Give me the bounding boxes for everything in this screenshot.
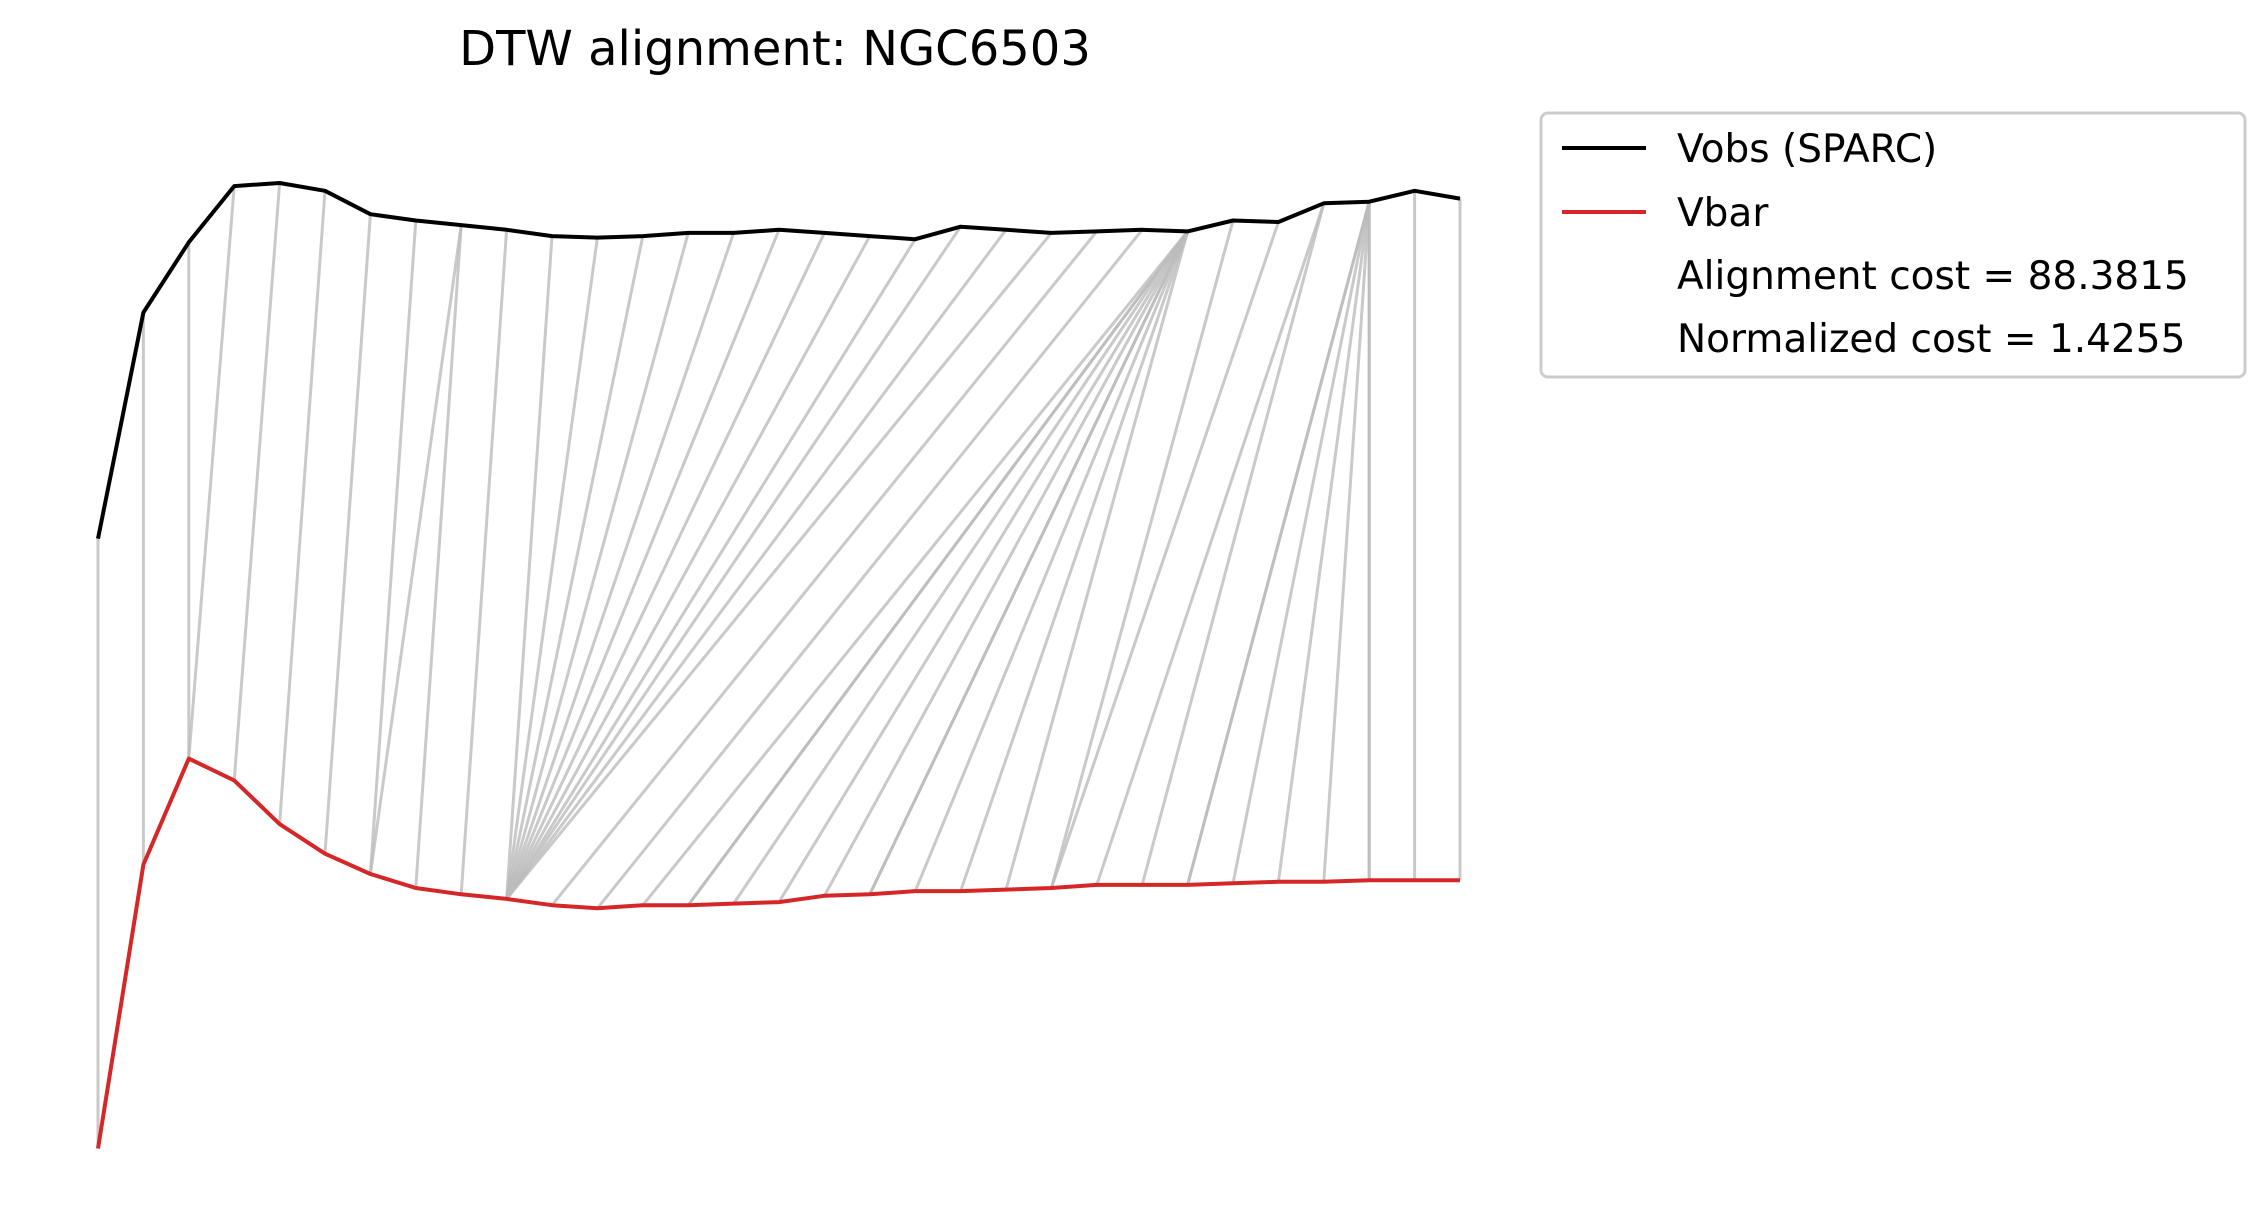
alignment-line (1231, 201, 1371, 884)
legend-frame (1539, 111, 2247, 379)
alignment-line (913, 230, 1189, 892)
alignment-line (550, 230, 1098, 907)
legend-alignment-cost: Alignment cost = 88.3815 (1677, 254, 2189, 299)
alignment-line (505, 229, 781, 900)
legend-label-vobs: Vobs (SPARC) (1677, 127, 1937, 172)
alignment-line (959, 230, 1190, 892)
alignment-line (505, 235, 554, 900)
alignment-line (278, 190, 327, 825)
alignment-line (1140, 202, 1326, 886)
alignment-line (505, 235, 872, 900)
alignment-line (505, 228, 1008, 900)
alignment-line (368, 220, 418, 875)
alignment-line (459, 229, 509, 895)
alignment-line (596, 228, 1144, 910)
alignment-line (505, 237, 599, 900)
alignment-line (641, 230, 1189, 907)
alignment-line (505, 232, 826, 900)
alignment-line (1322, 201, 1371, 882)
alignment-line (505, 235, 645, 900)
alignment-line (232, 182, 282, 781)
legend: Vobs (SPARC) Vbar Alignment cost = 88.38… (1539, 111, 2247, 379)
alignment-lines (96, 182, 1462, 1149)
alignment-line (505, 231, 1053, 900)
alignment-line (505, 225, 962, 900)
alignment-line (1004, 230, 1190, 890)
series-line-vobs (96, 181, 1461, 539)
alignment-line (187, 186, 236, 759)
alignment-line (823, 230, 1189, 897)
alignment-line (505, 238, 917, 900)
legend-label-vbar: Vbar (1677, 191, 1769, 236)
alignment-line (1276, 201, 1371, 882)
alignment-line (1095, 202, 1326, 886)
alignment-line (777, 230, 1189, 903)
alignment-line (868, 230, 1189, 895)
alignment-line (323, 214, 372, 854)
legend-normalized-cost: Normalized cost = 1.4255 (1677, 317, 2185, 362)
alignment-line (686, 230, 1189, 907)
alignment-line (505, 232, 690, 900)
alignment-line (1049, 220, 1235, 889)
alignment-line (732, 230, 1189, 905)
series-lines (96, 181, 1461, 1149)
alignment-line (505, 232, 736, 900)
chart-title: DTW alignment: NGC6503 (459, 21, 1091, 77)
alignment-line (368, 224, 463, 875)
series-line-vbar (96, 756, 1460, 1149)
alignment-line (414, 225, 463, 889)
alignment-line (1049, 221, 1280, 889)
alignment-line (1186, 201, 1371, 886)
